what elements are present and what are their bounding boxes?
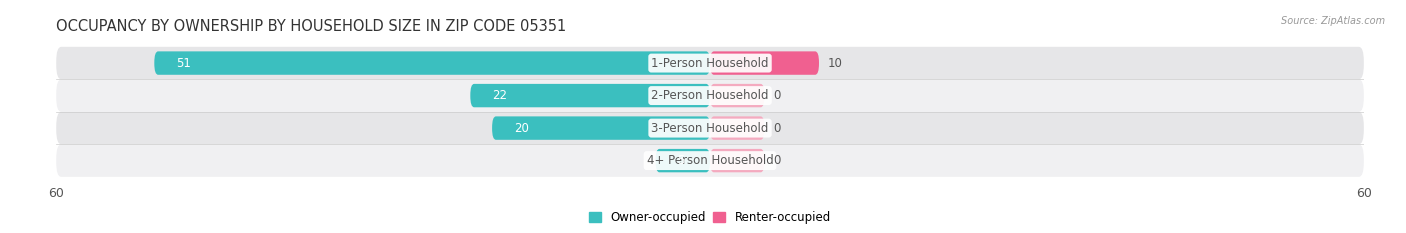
Text: 4+ Person Household: 4+ Person Household	[647, 154, 773, 167]
FancyBboxPatch shape	[56, 144, 1364, 177]
FancyBboxPatch shape	[56, 79, 1364, 112]
Text: Source: ZipAtlas.com: Source: ZipAtlas.com	[1281, 16, 1385, 26]
FancyBboxPatch shape	[56, 47, 1364, 79]
Text: 1-Person Household: 1-Person Household	[651, 57, 769, 70]
FancyBboxPatch shape	[710, 84, 765, 107]
Text: 22: 22	[492, 89, 508, 102]
FancyBboxPatch shape	[655, 149, 710, 172]
FancyBboxPatch shape	[492, 116, 710, 140]
FancyBboxPatch shape	[470, 84, 710, 107]
FancyBboxPatch shape	[710, 116, 765, 140]
Text: 3-Person Household: 3-Person Household	[651, 122, 769, 135]
FancyBboxPatch shape	[710, 51, 818, 75]
FancyBboxPatch shape	[56, 112, 1364, 144]
Text: 0: 0	[773, 154, 780, 167]
Text: OCCUPANCY BY OWNERSHIP BY HOUSEHOLD SIZE IN ZIP CODE 05351: OCCUPANCY BY OWNERSHIP BY HOUSEHOLD SIZE…	[56, 19, 567, 34]
FancyBboxPatch shape	[155, 51, 710, 75]
Legend: Owner-occupied, Renter-occupied: Owner-occupied, Renter-occupied	[585, 206, 835, 229]
Text: 5: 5	[678, 154, 685, 167]
Text: 2-Person Household: 2-Person Household	[651, 89, 769, 102]
Text: 51: 51	[176, 57, 191, 70]
FancyBboxPatch shape	[710, 149, 765, 172]
Text: 0: 0	[773, 122, 780, 135]
Text: 20: 20	[515, 122, 529, 135]
Text: 0: 0	[773, 89, 780, 102]
Text: 10: 10	[828, 57, 842, 70]
